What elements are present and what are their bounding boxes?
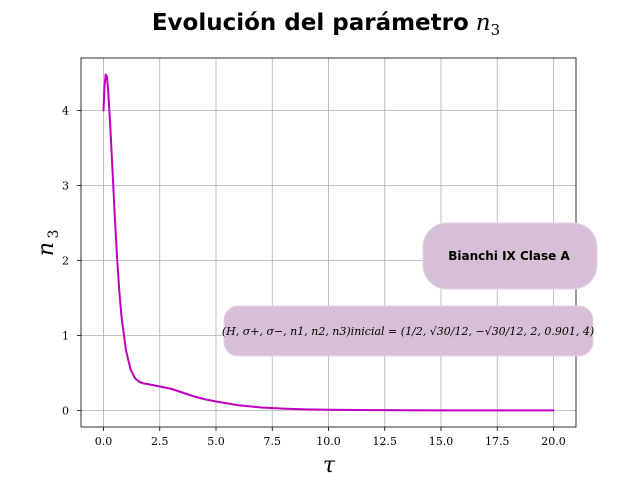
y-tick-label: 2 xyxy=(62,255,69,268)
annotation-initial-conditions: (H, σ+, σ−, n1, n2, n3)inicial = (1/2, √… xyxy=(222,305,594,357)
chart-title-text: Evolución del parámetro xyxy=(152,10,469,36)
x-tick-label: 12.5 xyxy=(373,435,398,448)
chart-title-subscript: 3 xyxy=(491,21,501,39)
y-axis-label-text: n xyxy=(34,242,59,256)
x-tick-label: 17.5 xyxy=(485,435,510,448)
y-tick-label: 3 xyxy=(62,180,69,193)
y-axis-label: n 3 xyxy=(34,230,62,257)
series-line xyxy=(102,73,555,412)
y-tick-label: 1 xyxy=(62,330,69,343)
x-tick-label: 2.5 xyxy=(151,435,169,448)
x-tick-label: 7.5 xyxy=(264,435,282,448)
series-layer xyxy=(102,73,555,412)
y-tick-label: 0 xyxy=(62,405,69,418)
x-tick-label: 0.0 xyxy=(95,435,113,448)
grid-lines xyxy=(81,58,576,427)
annotation-initial-box xyxy=(223,305,594,357)
axis-ticks: 0.0 2.5 5.0 7.5 10.0 12.5 15.0 17.5 20.0 0 1 2 3 4 xyxy=(62,105,566,449)
x-tick-label: 5.0 xyxy=(207,435,225,448)
annotation-bianchi-box xyxy=(422,222,598,290)
x-axis-label-text: τ xyxy=(323,453,336,478)
annotation-bianchi-text: Bianchi IX Clase A xyxy=(448,249,570,263)
annotation-initial-text: (H, σ+, σ−, n1, n2, n3)inicial = (1/2, √… xyxy=(222,325,594,338)
x-tick-label: 20.0 xyxy=(541,435,566,448)
chart-title: Evolución del parámetro n 3 xyxy=(152,10,500,39)
x-tick-label: 10.0 xyxy=(316,435,341,448)
y-axis-label-subscript: 3 xyxy=(46,230,62,239)
annotation-bianchi: Bianchi IX Clase A xyxy=(422,222,598,290)
x-tick-label: 15.0 xyxy=(429,435,454,448)
x-axis-label: τ xyxy=(323,453,336,478)
chart-title-math: n xyxy=(476,10,491,36)
y-tick-label: 4 xyxy=(62,105,69,118)
